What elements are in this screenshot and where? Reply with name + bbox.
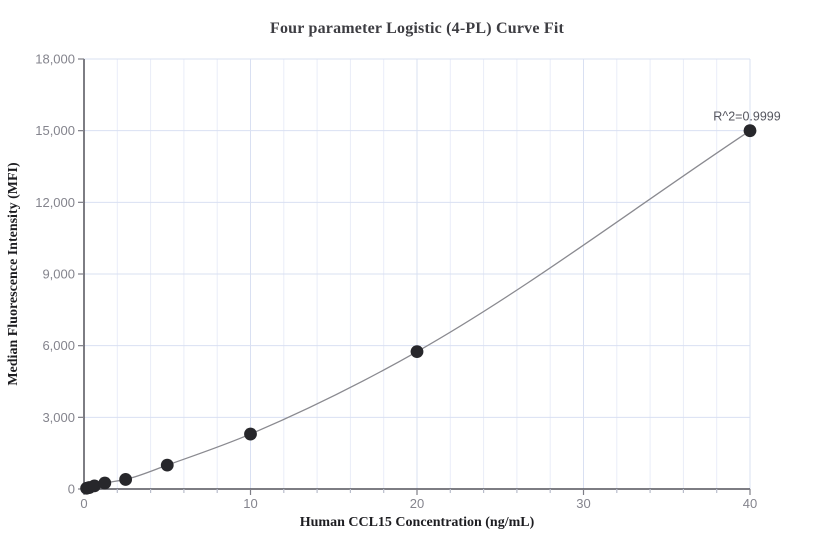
- y-tick-label: 12,000: [35, 195, 75, 210]
- data-points: [80, 124, 757, 495]
- r-squared-text: R^2=0.9999: [713, 110, 780, 124]
- x-tick-labels: 0 10 20 30 40: [80, 496, 757, 511]
- y-tick-label: 3,000: [42, 410, 75, 425]
- y-axis-label: Median Fluorescence Intensity (MFI): [6, 162, 21, 386]
- data-point: [244, 427, 257, 441]
- data-point: [410, 345, 424, 359]
- data-point: [119, 473, 133, 486]
- x-tick-label: 40: [743, 496, 757, 511]
- x-tick-label: 30: [576, 496, 590, 511]
- x-axis-label: Human CCL15 Concentration (ng/mL): [299, 515, 535, 530]
- y-tick-label: 0: [68, 482, 75, 497]
- gridlines: [84, 58, 751, 489]
- chart-title: Four parameter Logistic (4-PL) Curve Fit: [269, 20, 564, 37]
- y-tick-label: 9,000: [42, 267, 75, 282]
- tick-marks: [78, 58, 751, 495]
- r-squared-annotation: R^2=0.9999: [713, 110, 780, 124]
- y-tick-label: 18,000: [35, 52, 75, 67]
- x-tick-label: 10: [243, 496, 257, 511]
- data-point: [743, 124, 757, 138]
- data-point: [88, 479, 101, 493]
- y-tick-label: 15,000: [35, 123, 75, 138]
- y-tick-label: 6,000: [42, 338, 75, 353]
- y-tick-labels: 0 3,000 6,000 9,000 12,000 15,000 18,000: [35, 52, 75, 497]
- x-tick-label: 20: [410, 496, 424, 511]
- data-point: [160, 458, 174, 472]
- data-point: [98, 476, 112, 490]
- x-tick-label: 0: [80, 496, 87, 511]
